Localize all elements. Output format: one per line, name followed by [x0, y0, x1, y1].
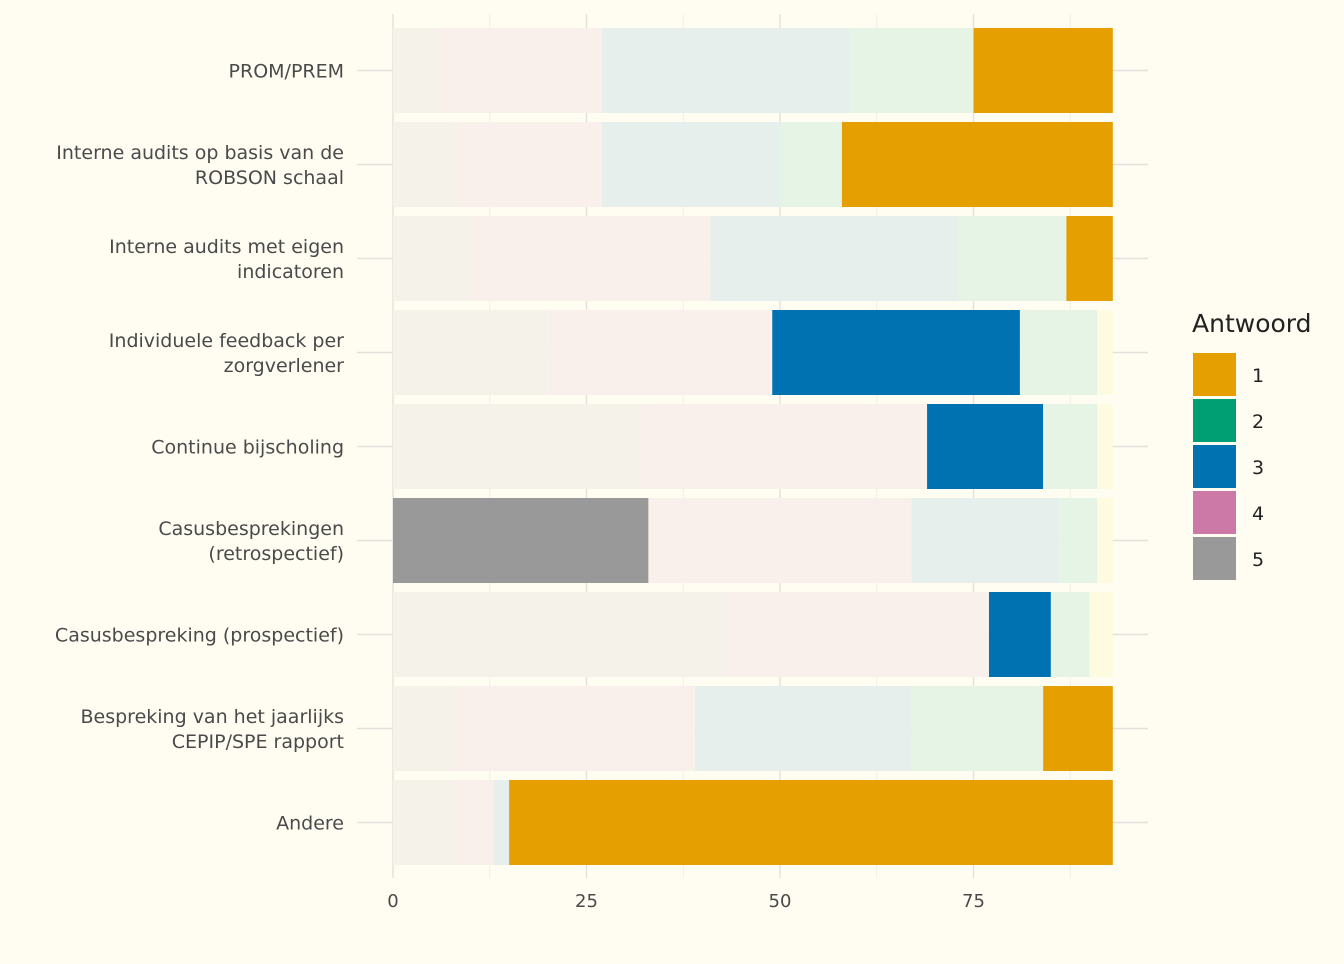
bar-segment	[470, 216, 711, 301]
legend-label: 2	[1252, 411, 1264, 433]
category-labels: PROM/PREM Interne audits op basis van de R…	[55, 61, 344, 835]
bar-segment	[393, 686, 455, 771]
bar-segment	[393, 310, 548, 395]
bar-segment	[493, 780, 510, 865]
bar-segment	[841, 122, 1113, 207]
bar-segment	[694, 686, 912, 771]
x-tick-label: 0	[387, 891, 398, 912]
legend-label: 5	[1252, 549, 1264, 571]
bar-segment	[393, 592, 726, 677]
bar-segment	[547, 310, 773, 395]
category-label: Continue bijscholing	[151, 437, 344, 459]
legend-title: Antwoord	[1192, 309, 1312, 338]
bar-segment	[1019, 310, 1098, 395]
bar-segment	[1050, 592, 1090, 677]
bar-segment	[958, 216, 1067, 301]
bar-segment	[393, 498, 649, 583]
bar-segment	[973, 28, 1113, 113]
legend-label: 1	[1252, 365, 1264, 387]
legend-key	[1193, 491, 1236, 534]
bar-segment	[1058, 498, 1098, 583]
bar-segment	[601, 28, 850, 113]
legend-key	[1193, 399, 1236, 442]
x-axis-ticks: 0 25 50 75	[387, 891, 985, 912]
bar-segment	[772, 310, 1020, 395]
bar-segment	[1043, 686, 1113, 771]
bar-segment	[601, 122, 780, 207]
bar-segment	[988, 592, 1051, 677]
bar-segment	[725, 592, 989, 677]
bar-segment	[1066, 216, 1113, 301]
bar-segment	[1097, 498, 1113, 583]
bar-segment	[648, 498, 912, 583]
category-label: Bespreking van het jaarlijks CEPIP/SPE ra…	[81, 706, 345, 753]
bar-segment	[927, 404, 1044, 489]
bar-segment	[454, 122, 602, 207]
legend: Antwoord 1 2 3 4 5	[1192, 309, 1312, 580]
bar-segment	[439, 28, 602, 113]
category-label: Casusbespreking (prospectief)	[55, 625, 344, 647]
bar-segment	[509, 780, 1113, 865]
bar-segment	[849, 28, 974, 113]
bar-segment	[393, 780, 455, 865]
category-label: Interne audits met eigen indicatoren	[109, 236, 344, 283]
bar-segment	[640, 404, 928, 489]
bar-segment	[911, 498, 1059, 583]
category-label: Individuele feedback per zorgverlener	[109, 330, 344, 377]
bar-segment	[393, 122, 455, 207]
legend-label: 4	[1252, 503, 1264, 525]
x-tick-label: 50	[769, 891, 792, 912]
bar-segment	[1043, 404, 1098, 489]
bar-segment	[1089, 592, 1113, 677]
bar-segment	[710, 216, 959, 301]
bar-segment	[780, 122, 842, 207]
category-label: PROM/PREM	[229, 61, 344, 83]
bar-segment	[393, 28, 440, 113]
bar-segment	[1097, 310, 1113, 395]
legend-key	[1193, 353, 1236, 396]
bars	[393, 28, 1113, 865]
bar-segment	[454, 780, 494, 865]
bar-segment	[911, 686, 1044, 771]
x-tick-label: 25	[575, 891, 598, 912]
category-label: Interne audits op basis van de ROBSON sch…	[56, 142, 344, 189]
x-tick-label: 75	[962, 891, 985, 912]
legend-label: 3	[1252, 457, 1264, 479]
legend-key	[1193, 445, 1236, 488]
bar-segment	[393, 216, 471, 301]
category-label: Casusbesprekingen (retrospectief)	[158, 518, 344, 565]
bar-segment	[454, 686, 695, 771]
bar-segment	[1097, 404, 1113, 489]
bar-segment	[393, 404, 641, 489]
legend-key	[1193, 537, 1236, 580]
category-label: Andere	[276, 813, 344, 835]
